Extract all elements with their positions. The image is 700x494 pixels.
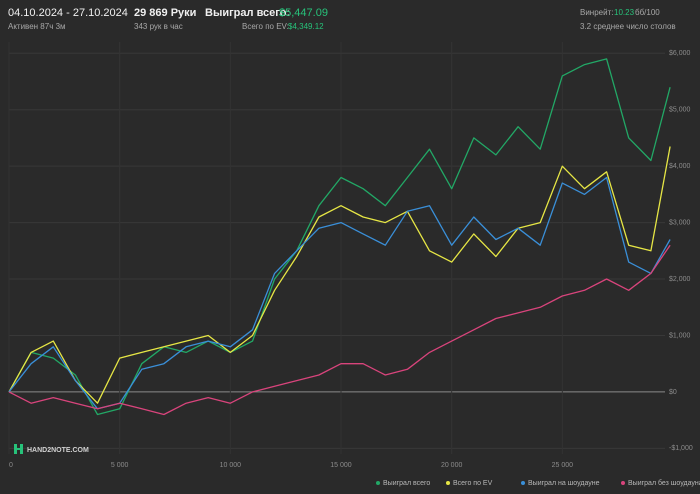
y-tick-label: -$1,000	[669, 445, 693, 452]
legend-item: Всего по EV	[446, 480, 493, 487]
winrate-value: 10.23	[614, 8, 635, 17]
ev-label: Всего по EV:	[242, 22, 289, 31]
legend-label: Выиграл без шоудауна	[628, 479, 700, 487]
x-tick-label: 25 000	[552, 462, 574, 469]
x-tick-label: 5 000	[111, 462, 129, 469]
hands: 29 869 Руки	[134, 7, 196, 19]
legend-label: Всего по EV	[453, 480, 493, 487]
legend-swatch	[446, 481, 450, 485]
logo-text: HAND2NOTE.COM	[27, 447, 89, 454]
tables: 3.2 среднее число столов	[580, 22, 676, 31]
y-tick-label: $5,000	[669, 107, 691, 114]
y-tick-label: $3,000	[669, 219, 691, 226]
ev-value: $4,349.12	[288, 22, 324, 31]
legend-item: Выиграл на шоудауне	[521, 480, 600, 487]
legend-item: Выиграл всего	[376, 480, 430, 487]
logo-icon	[14, 448, 23, 450]
period: 04.10.2024 - 27.10.2024	[8, 7, 128, 19]
winrate-unit: бб/100	[635, 8, 660, 17]
x-tick-label: 0	[9, 462, 13, 469]
active-time: Активен 87ч 3м	[8, 22, 66, 31]
won-label: Выиграл всего:	[205, 7, 290, 19]
legend-swatch	[621, 481, 625, 485]
y-tick-label: $1,000	[669, 332, 691, 339]
legend-label: Выиграл всего	[383, 480, 430, 487]
x-tick-label: 15 000	[330, 462, 352, 469]
logo: HAND2NOTE.COM	[14, 444, 89, 454]
hands-per-hour: 343 рук в час	[134, 22, 183, 31]
legend-swatch	[521, 481, 525, 485]
y-tick-label: $4,000	[669, 163, 691, 170]
won-value: $5,447.09	[279, 7, 328, 19]
y-tick-label: $0	[669, 389, 677, 396]
x-tick-label: 10 000	[220, 462, 242, 469]
series-line	[8, 58, 671, 416]
x-tick-label: 20 000	[441, 462, 463, 469]
winrate-label: Винрейт:	[580, 8, 613, 17]
legend-swatch	[376, 481, 380, 485]
legend-item: Выиграл без шоудауна	[621, 479, 700, 487]
y-tick-label: $6,000	[669, 50, 691, 57]
y-tick-label: $2,000	[669, 276, 691, 283]
legend-label: Выиграл на шоудауне	[528, 480, 600, 487]
series-line	[8, 146, 671, 404]
series-line	[8, 244, 671, 416]
